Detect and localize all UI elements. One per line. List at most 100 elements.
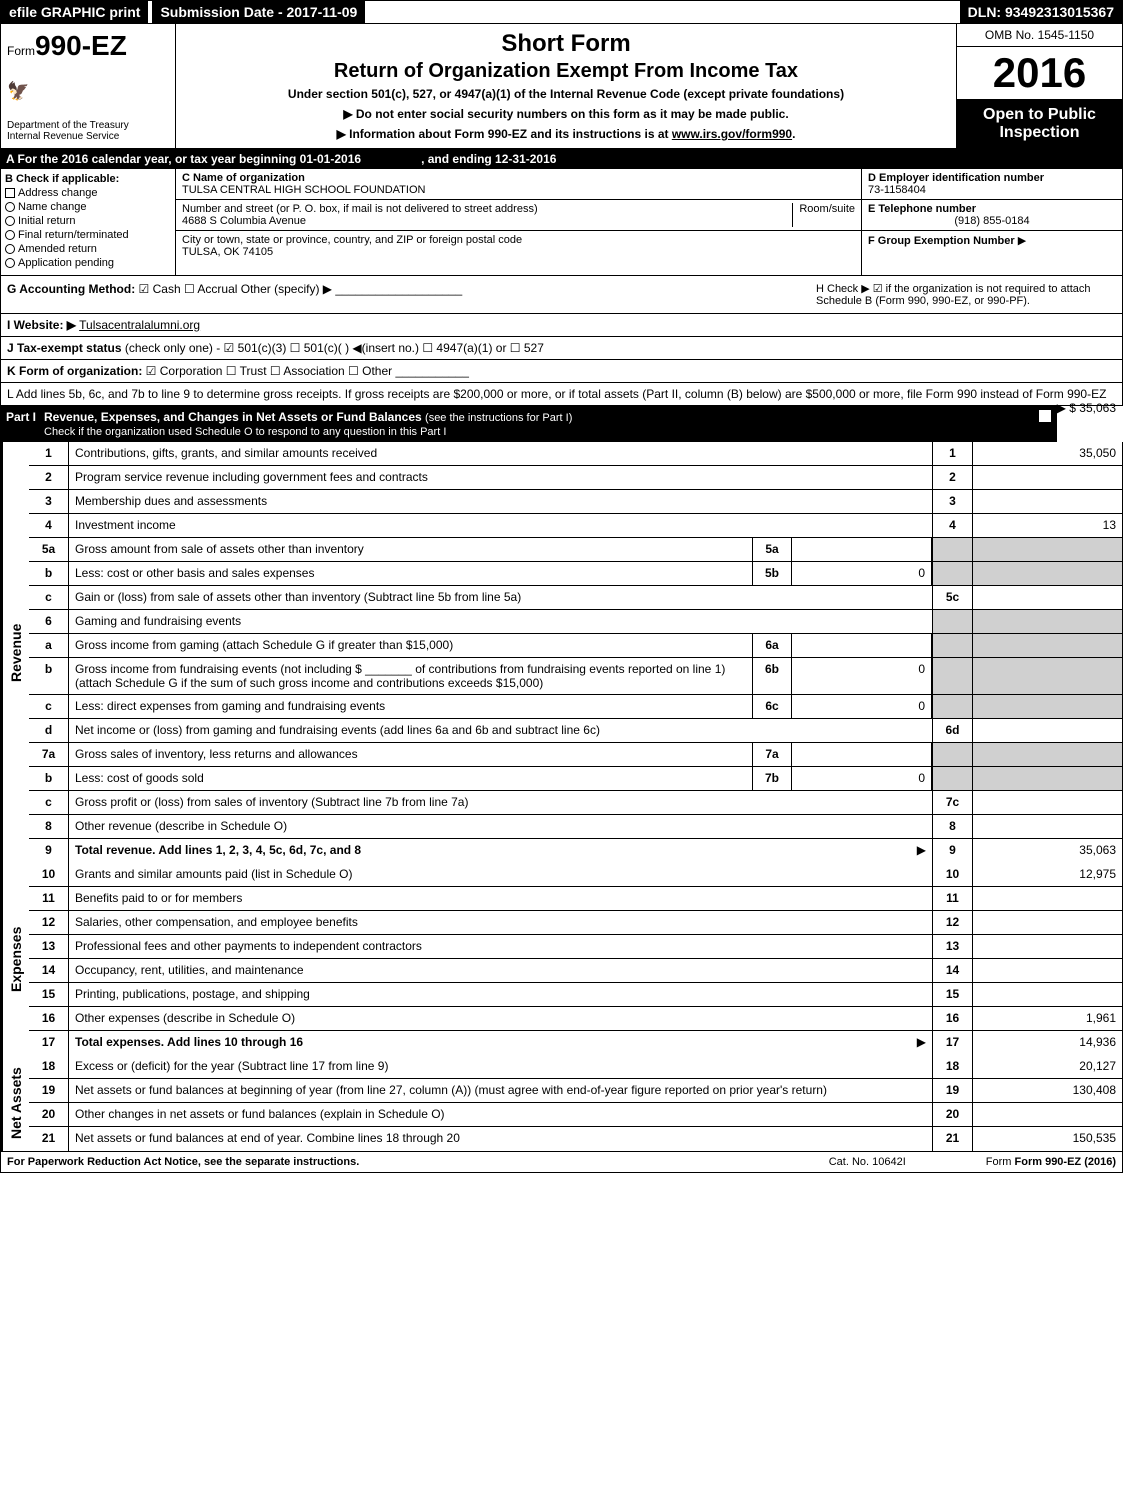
ending-date: , and ending 12-31-2016 <box>421 152 556 166</box>
line-desc: Salaries, other compensation, and employ… <box>69 911 932 934</box>
i-label: I Website: ▶ <box>7 318 76 332</box>
chk-application-pending[interactable]: Application pending <box>5 257 171 269</box>
website-link[interactable]: Tulsacentralalumni.org <box>79 318 200 332</box>
shaded-cell <box>972 743 1122 766</box>
line-val <box>972 466 1122 489</box>
chk-label: Application pending <box>18 257 114 269</box>
line-6: 6Gaming and fundraising events <box>29 610 1122 634</box>
street-label: Number and street (or P. O. box, if mail… <box>182 203 538 215</box>
line-num: 6 <box>29 610 69 633</box>
line-num: 3 <box>29 490 69 513</box>
mid-num: 5a <box>752 538 792 561</box>
chk-address-change[interactable]: Address change <box>5 187 171 199</box>
chk-name-change[interactable]: Name change <box>5 201 171 213</box>
line-num: 16 <box>29 1007 69 1030</box>
line-desc: Investment income <box>69 514 932 537</box>
chk-label: Initial return <box>18 215 75 227</box>
mid-val: 0 <box>792 658 932 694</box>
line-val: 130,408 <box>972 1079 1122 1102</box>
part1-checkbox[interactable] <box>1039 410 1051 422</box>
footer: For Paperwork Reduction Act Notice, see … <box>0 1152 1123 1173</box>
line-desc: Gain or (loss) from sale of assets other… <box>69 586 932 609</box>
line-rnum: 18 <box>932 1055 972 1078</box>
mid-num: 6b <box>752 658 792 694</box>
line-7c: cGross profit or (loss) from sales of in… <box>29 791 1122 815</box>
line-num: 15 <box>29 983 69 1006</box>
line-val <box>972 887 1122 910</box>
form-990ez-label: Form990-EZ <box>7 30 169 62</box>
section-g-h: G Accounting Method: ☑ Cash ☐ Accrual Ot… <box>0 276 1123 314</box>
revenue-side-label: Revenue <box>1 442 29 863</box>
line-num: 7a <box>29 743 69 766</box>
dept-line1: Department of the Treasury <box>7 120 129 131</box>
line-desc: Gross income from gaming (attach Schedul… <box>69 634 752 657</box>
line-val <box>972 911 1122 934</box>
line-desc: Net income or (loss) from gaming and fun… <box>69 719 932 742</box>
line-desc: Gross income from fundraising events (no… <box>69 658 752 694</box>
line-5b: bLess: cost or other basis and sales exp… <box>29 562 1122 586</box>
phone-value: (918) 855-0184 <box>868 215 1116 227</box>
line-val <box>972 586 1122 609</box>
line-desc: Gross amount from sale of assets other t… <box>69 538 752 561</box>
shaded-cell <box>932 562 972 585</box>
line-rnum: 19 <box>932 1079 972 1102</box>
c-label: C Name of organization <box>182 172 425 184</box>
line-num: 20 <box>29 1103 69 1126</box>
g-options[interactable]: ☑ Cash ☐ Accrual Other (specify) ▶ <box>139 282 332 296</box>
k-options[interactable]: ☑ Corporation ☐ Trust ☐ Association ☐ Ot… <box>146 364 392 378</box>
shaded-cell <box>932 538 972 561</box>
line-rnum: 6d <box>932 719 972 742</box>
line-num: 5a <box>29 538 69 561</box>
line-17: 17Total expenses. Add lines 10 through 1… <box>29 1031 1122 1055</box>
line-desc: Gaming and fundraising events <box>69 610 932 633</box>
part1-grid: Revenue 1Contributions, gifts, grants, a… <box>0 442 1123 1152</box>
line-num: 17 <box>29 1031 69 1055</box>
chk-label: Address change <box>18 187 98 199</box>
irs-eagle-icon: 🦅 <box>7 81 169 102</box>
line-desc: Gross sales of inventory, less returns a… <box>69 743 752 766</box>
line-val <box>972 935 1122 958</box>
j-options[interactable]: (check only one) - ☑ 501(c)(3) ☐ 501(c)(… <box>125 341 544 355</box>
line-desc: Less: direct expenses from gaming and fu… <box>69 695 752 718</box>
shaded-cell <box>972 634 1122 657</box>
mid-num: 5b <box>752 562 792 585</box>
open-to-public: Open to Public Inspection <box>957 100 1122 148</box>
line-desc: Excess or (deficit) for the year (Subtra… <box>69 1055 932 1078</box>
line-val: 35,050 <box>972 442 1122 465</box>
mid-num: 7a <box>752 743 792 766</box>
line-rnum: 9 <box>932 839 972 863</box>
mid-val: 0 <box>792 767 932 790</box>
line-num: c <box>29 791 69 814</box>
line-9: 9Total revenue. Add lines 1, 2, 3, 4, 5c… <box>29 839 1122 863</box>
header-bar: efile GRAPHIC print Submission Date - 20… <box>0 0 1123 24</box>
part1-title: Revenue, Expenses, and Changes in Net As… <box>44 410 422 424</box>
city-row: City or town, state or province, country… <box>176 231 861 261</box>
submission-date: Submission Date - 2017-11-09 <box>152 1 365 23</box>
line-val: 14,936 <box>972 1031 1122 1055</box>
line-desc: Net assets or fund balances at end of ye… <box>69 1127 932 1151</box>
line-5a: 5aGross amount from sale of assets other… <box>29 538 1122 562</box>
line-num: 1 <box>29 442 69 465</box>
chk-final-return[interactable]: Final return/terminated <box>5 229 171 241</box>
line-18: 18Excess or (deficit) for the year (Subt… <box>29 1055 1122 1079</box>
column-b-checkboxes: B Check if applicable: Address change Na… <box>1 169 176 275</box>
info-link[interactable]: www.irs.gov/form990 <box>672 127 792 141</box>
line-rnum: 10 <box>932 863 972 886</box>
line-rnum: 16 <box>932 1007 972 1030</box>
mid-val: 0 <box>792 562 932 585</box>
subtitle: Under section 501(c), 527, or 4947(a)(1)… <box>182 87 950 101</box>
chk-initial-return[interactable]: Initial return <box>5 215 171 227</box>
line-num: 18 <box>29 1055 69 1078</box>
dept-treasury: Department of the TreasuryInternal Reven… <box>7 120 169 142</box>
line-num: 8 <box>29 815 69 838</box>
line-21: 21Net assets or fund balances at end of … <box>29 1127 1122 1151</box>
form-ref-text: Form 990-EZ (2016) <box>1015 1156 1116 1168</box>
chk-amended-return[interactable]: Amended return <box>5 243 171 255</box>
line-rnum: 21 <box>932 1127 972 1151</box>
efile-print-button[interactable]: efile GRAPHIC print <box>1 1 148 23</box>
group-exemption-row: F Group Exemption Number ▶ <box>862 231 1122 275</box>
line-val: 12,975 <box>972 863 1122 886</box>
line-20: 20Other changes in net assets or fund ba… <box>29 1103 1122 1127</box>
line-desc: Grants and similar amounts paid (list in… <box>69 863 932 886</box>
line-13: 13Professional fees and other payments t… <box>29 935 1122 959</box>
